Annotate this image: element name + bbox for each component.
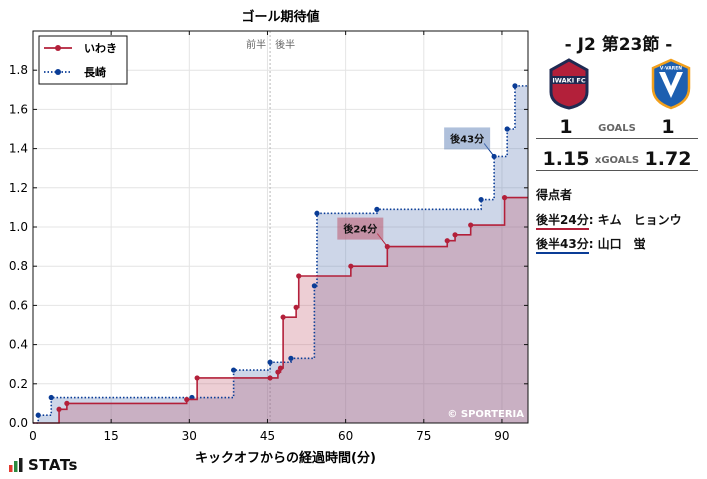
scorers-heading: 得点者 [536, 188, 573, 202]
scorer-time: 後半24分 [536, 213, 589, 230]
iwaki-crest-icon: IWAKI FC [549, 58, 589, 110]
x-tick-label: 75 [416, 429, 431, 443]
data-point [288, 355, 294, 361]
data-point [267, 359, 273, 365]
bar-chart-icon [9, 458, 23, 472]
data-point [296, 273, 302, 279]
series-line-1 [33, 85, 528, 424]
y-tick-label: 1.2 [9, 181, 28, 195]
scorer-name: : キム ヒョンウ [588, 213, 682, 227]
annotation-box [337, 217, 384, 240]
y-tick-label: 0.8 [9, 259, 28, 273]
xg-label: xGOALS [594, 155, 640, 166]
y-tick-label: 0.0 [9, 416, 28, 430]
x-tick-label: 90 [494, 429, 509, 443]
data-point [280, 314, 286, 320]
x-axis-label: キックオフからの経過時間(分) [195, 450, 376, 466]
match-panel: - J2 第23節 - IWAKI FC V·VAREN 1 GOALS 1 1… [530, 0, 707, 479]
y-tick-label: 1.0 [9, 220, 28, 234]
data-point [501, 195, 508, 201]
data-point [374, 206, 380, 212]
x-tick-label: 15 [104, 429, 119, 443]
data-point [311, 283, 317, 289]
y-tick-label: 1.4 [9, 142, 28, 156]
annotation-label: 後24分 [343, 223, 377, 236]
y-tick-label: 1.6 [9, 102, 28, 116]
x-tick-label: 30 [182, 429, 197, 443]
legend-marker [55, 69, 61, 75]
data-point [267, 375, 273, 381]
data-point [56, 406, 62, 412]
away-xg: 1.72 [644, 148, 692, 170]
match-title: - J2 第23節 - [564, 35, 673, 55]
data-point [512, 83, 518, 89]
nagasaki-crest-icon: V·VAREN [651, 58, 691, 110]
annotation-label: 後43分 [450, 132, 484, 145]
data-point [35, 412, 41, 418]
data-point [194, 375, 200, 381]
annotation-box [444, 127, 491, 150]
data-point [275, 369, 281, 375]
scorer-name: : 山口 蛍 [588, 237, 646, 251]
away-goals: 1 [661, 116, 675, 138]
data-point [184, 396, 190, 403]
y-tick-label: 0.4 [9, 338, 28, 352]
x-tick-label: 0 [29, 429, 37, 443]
divider [536, 170, 698, 171]
legend-label: 長崎 [84, 65, 106, 79]
data-point [504, 126, 510, 132]
data-point [48, 394, 54, 401]
scorer-item: 後半24分: キム ヒョンウ [536, 211, 682, 230]
data-point [277, 365, 284, 371]
y-tick-label: 1.8 [9, 63, 28, 77]
home-xg: 1.15 [542, 148, 590, 170]
data-point [314, 210, 320, 216]
goals-label: GOALS [598, 123, 636, 134]
x-tick-label: 45 [260, 429, 275, 443]
nagasaki-crest-text: V·VAREN [660, 66, 682, 72]
data-point [231, 367, 237, 373]
scorer-item: 後半43分: 山口 蛍 [536, 235, 646, 254]
halftime-second-label: 後半 [275, 38, 295, 51]
legend-label: いわき [84, 42, 117, 55]
chart-title: ゴール期待値 [241, 9, 319, 25]
halftime-first-label: 前半 [246, 38, 266, 51]
data-point [444, 238, 450, 244]
stats-logo: STATs [8, 456, 78, 474]
series-area-1 [33, 85, 528, 423]
stats-logo-text: STATs [28, 456, 78, 474]
y-tick-label: 0.6 [9, 298, 28, 312]
data-point [452, 232, 458, 238]
home-goals: 1 [559, 116, 573, 138]
scorer-time: 後半43分 [536, 237, 589, 254]
legend-marker [55, 45, 61, 51]
data-point [293, 304, 299, 310]
x-tick-label: 60 [338, 429, 353, 443]
data-point [348, 263, 354, 269]
divider [536, 138, 698, 139]
series-area-0 [33, 197, 528, 423]
data-point [468, 222, 474, 228]
iwaki-crest-text: IWAKI FC [552, 77, 585, 85]
legend-box [38, 35, 128, 85]
y-tick-label: 0.2 [9, 377, 28, 391]
data-point [478, 196, 484, 203]
data-point [64, 400, 70, 406]
watermark: © SPORTERIA [447, 409, 524, 420]
